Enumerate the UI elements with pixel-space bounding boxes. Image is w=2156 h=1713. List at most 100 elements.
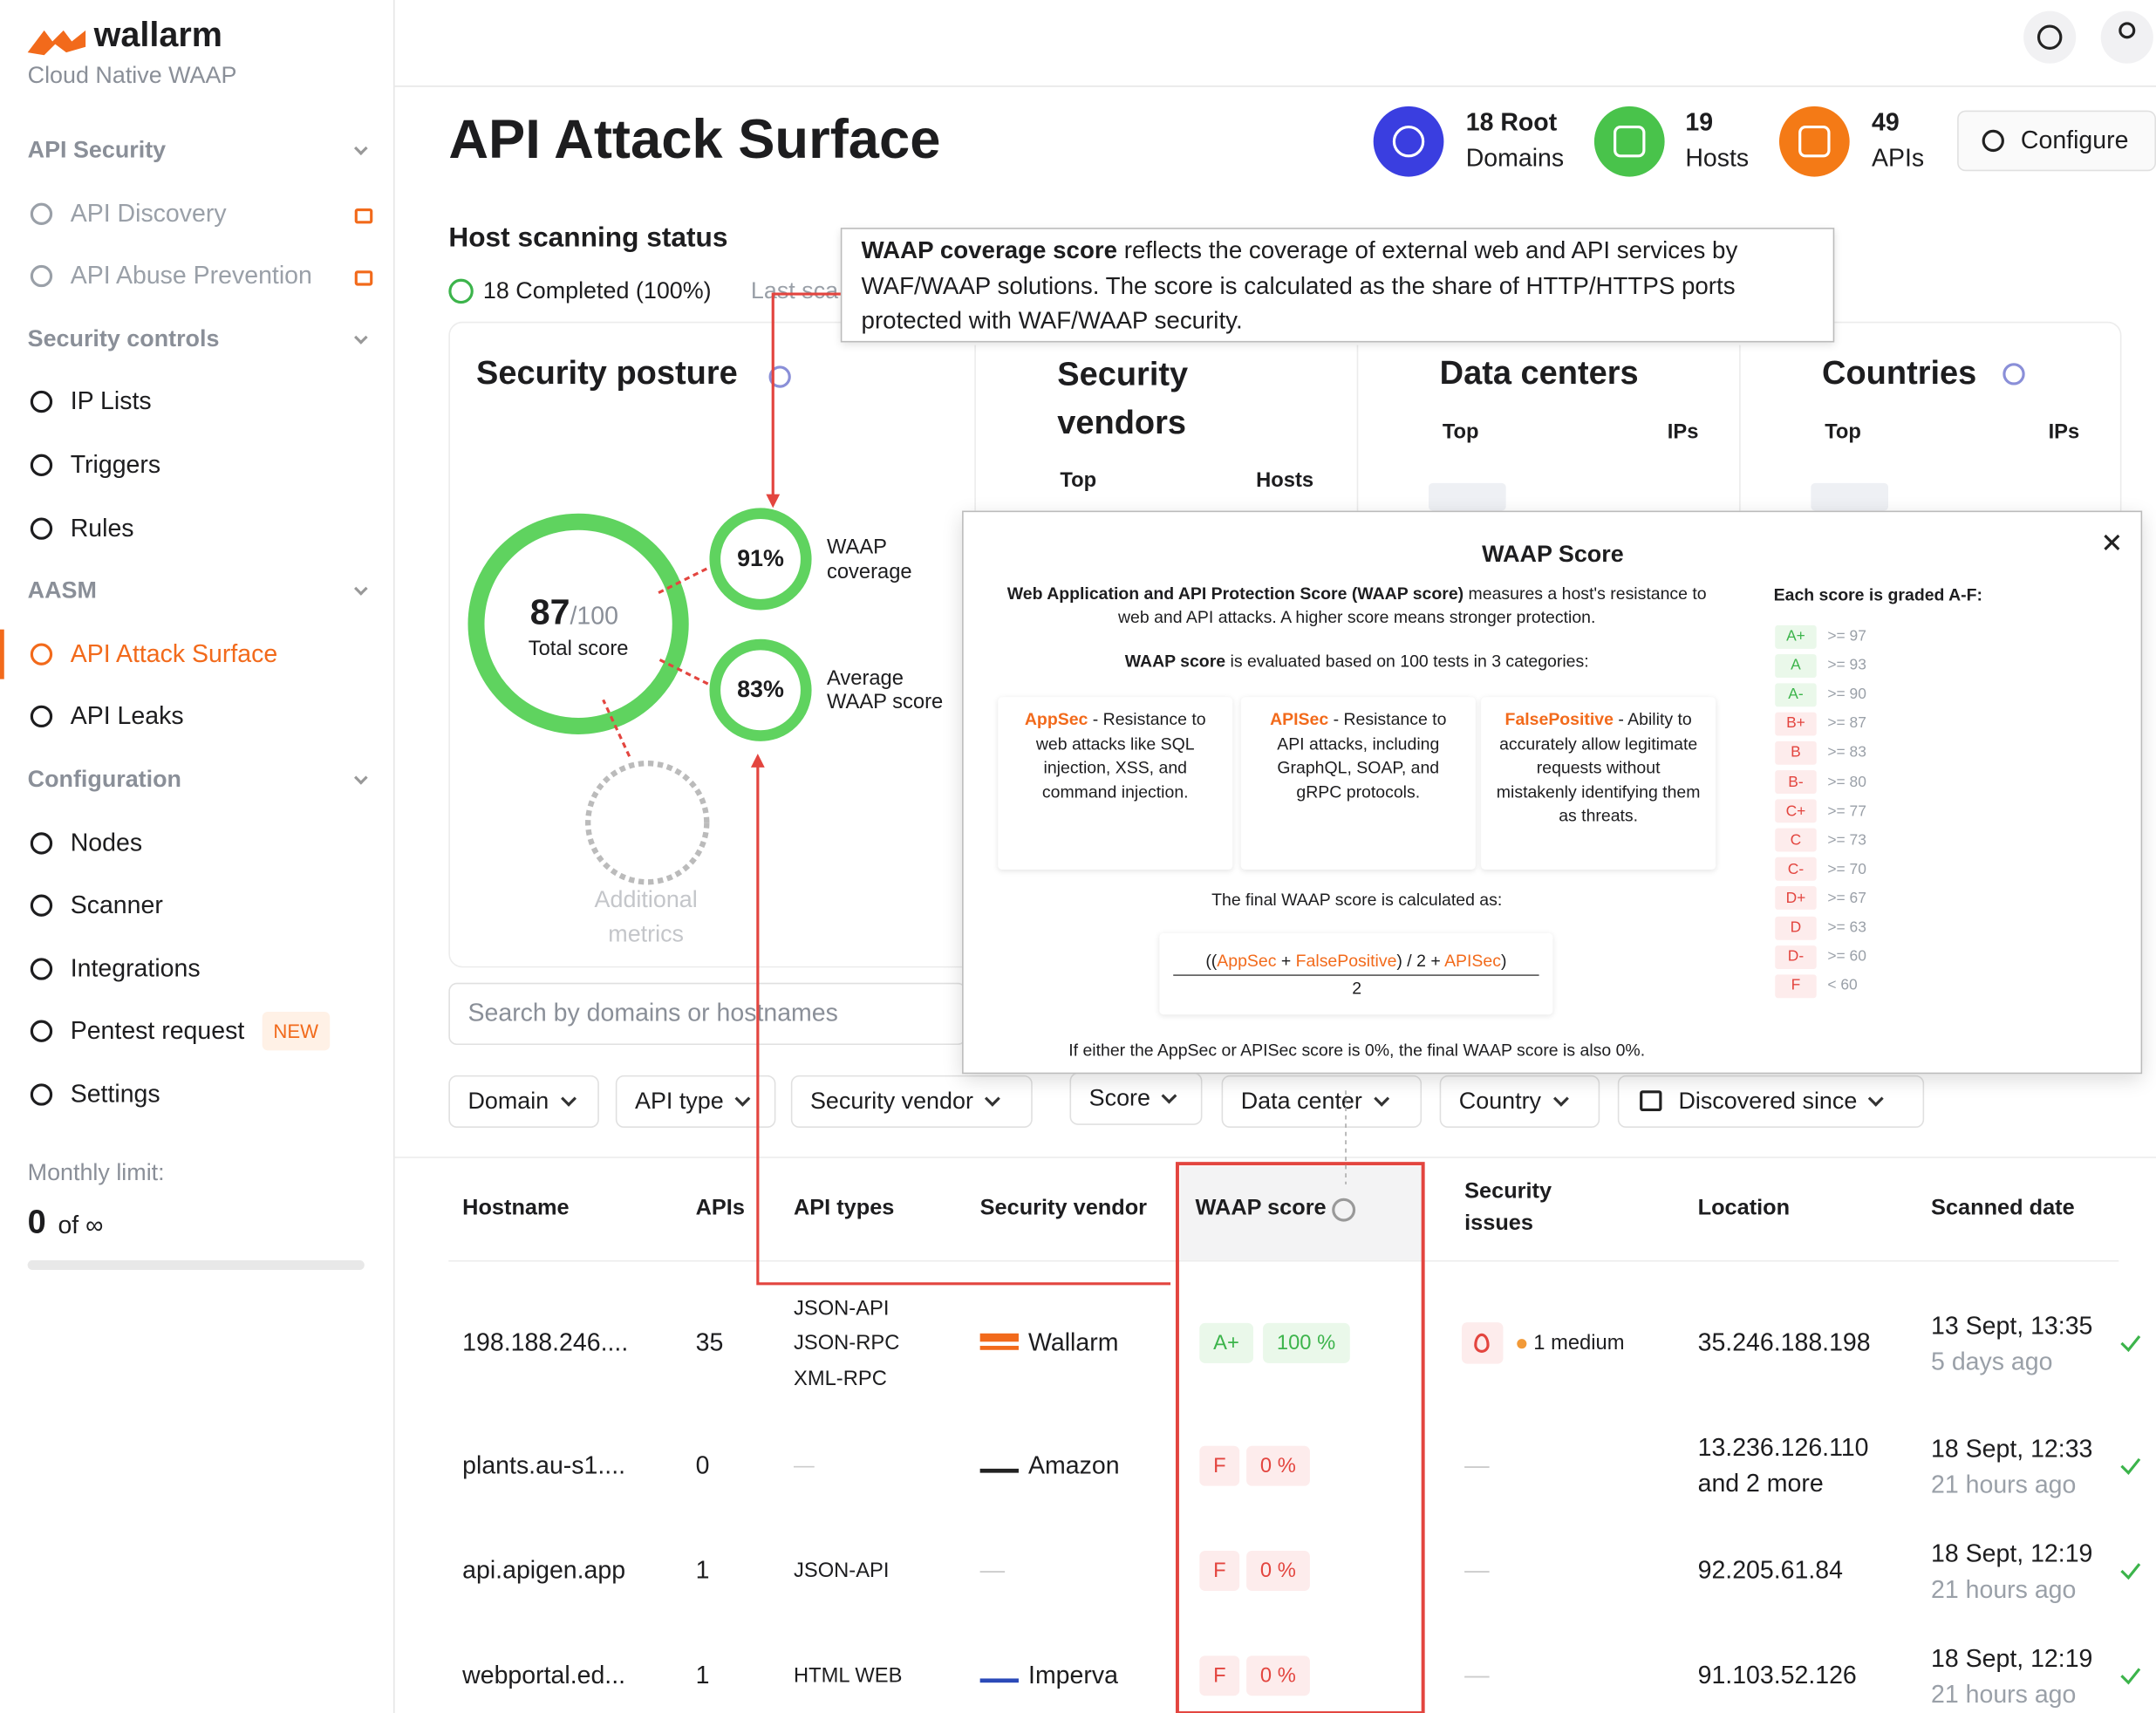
grade-chip — [1775, 828, 1817, 852]
chevron — [1868, 1090, 1885, 1107]
text-span: reflects the coverage of external web an… — [861, 235, 1738, 334]
nav-icon — [30, 1020, 53, 1043]
scanned-date: 18 Sept, 12:19 — [1931, 1539, 2093, 1568]
chevron — [1162, 1088, 1178, 1104]
api-type: JSON-API — [793, 1296, 890, 1320]
stat-icon-glyph — [1614, 126, 1646, 158]
hostname: api.apigen.app — [462, 1556, 626, 1585]
nav-item[interactable]: API Attack Surface — [70, 639, 278, 667]
total-label: Total score — [528, 637, 629, 661]
nav-item[interactable]: Triggers — [70, 450, 161, 479]
text-span: + — [1276, 951, 1296, 971]
nav-icon — [30, 706, 53, 728]
grade: B+ — [1786, 715, 1805, 733]
scanned-date: 18 Sept, 12:19 — [1931, 1644, 2093, 1673]
nav-section[interactable]: Configuration — [27, 766, 181, 793]
waap-score: 0 % — [1246, 1551, 1310, 1591]
text-span: - Ability to accurately allow legitimate… — [1496, 709, 1701, 826]
filter-button[interactable] — [1617, 1075, 1925, 1128]
card-row-icon — [1428, 482, 1506, 511]
api-count: 0 — [695, 1451, 710, 1479]
nav-icon — [30, 831, 53, 854]
scanned-ago: 21 hours ago — [1931, 1680, 2077, 1709]
stat-value: 49 — [1872, 108, 1900, 136]
text-span: /100 — [570, 602, 618, 630]
tooltip — [840, 228, 1835, 343]
text-span: ) — [1500, 951, 1507, 971]
grade-chip — [1775, 770, 1817, 794]
filter-button[interactable] — [1439, 1075, 1600, 1128]
close-button[interactable] — [2099, 530, 2124, 555]
grade-chip — [1775, 624, 1817, 649]
nav-item[interactable]: Rules — [70, 513, 134, 542]
card-col: Hosts — [1256, 468, 1314, 493]
help-icon — [2037, 24, 2063, 50]
grade: F — [1791, 977, 1801, 994]
grade: A — [1791, 657, 1801, 674]
additional-label: Additional metrics — [594, 886, 698, 947]
text-span: - Resistance to API attacks, including G… — [1277, 709, 1447, 802]
grade: A+ — [1786, 628, 1805, 645]
scanned-ago: 21 hours ago — [1931, 1471, 2077, 1498]
nav-section[interactable]: Security controls — [27, 325, 220, 352]
issues: — — [1464, 1661, 1490, 1689]
nav-item[interactable]: Integrations — [70, 954, 201, 982]
nav-item[interactable]: API Discovery — [70, 199, 227, 227]
stat-icon-glyph — [1392, 126, 1425, 158]
grade-chip — [1775, 653, 1817, 678]
nav-icon — [30, 1083, 53, 1106]
nav-item[interactable]: IP Lists — [70, 387, 152, 416]
grade: D+ — [1785, 890, 1806, 907]
nav-item[interactable]: Settings — [70, 1080, 160, 1109]
waap-score: 100 % — [1263, 1322, 1350, 1363]
filter-button[interactable] — [448, 1075, 599, 1128]
vendor-logo — [979, 1333, 1019, 1350]
text-span: AppSec — [1217, 951, 1277, 971]
chevron — [734, 1090, 751, 1107]
nav-item[interactable]: API Abuse Prevention — [70, 262, 312, 290]
gear-icon — [1982, 129, 2004, 153]
issue-drop — [1474, 1333, 1490, 1353]
nav-item[interactable]: Pentest request — [70, 1017, 245, 1045]
scanning-completed: 18 Completed (100%) — [482, 277, 712, 304]
card-title: Security vendors — [1057, 356, 1189, 442]
grade-threshold: >= 67 — [1827, 890, 1866, 907]
nav-section[interactable]: API Security — [27, 136, 167, 163]
grade-chip — [1775, 712, 1817, 736]
api-count: 1 — [695, 1661, 710, 1689]
monthly-limit-of: of ∞ — [58, 1211, 104, 1239]
modal-footnote: If either the AppSec or APISec score is … — [1068, 1041, 1646, 1061]
text-span: ) / 2 + — [1396, 951, 1445, 971]
column-header: Security vendor — [979, 1197, 1148, 1221]
formula-denominator: 2 — [1352, 979, 1362, 999]
nav-item[interactable]: Scanner — [70, 891, 163, 919]
grade-threshold: < 60 — [1827, 977, 1858, 994]
issues: — — [1464, 1451, 1490, 1479]
column-header: Security issues — [1464, 1180, 1552, 1236]
stat-icon — [1778, 106, 1850, 177]
location: 92.205.61.84 — [1697, 1556, 1843, 1585]
card-title: Data centers — [1439, 354, 1639, 392]
grade-threshold: >= 80 — [1827, 774, 1866, 791]
info-icon — [768, 365, 791, 388]
scanned-date: 18 Sept, 12:33 — [1931, 1435, 2093, 1463]
filter-label: Score — [1089, 1085, 1178, 1113]
nav-item[interactable]: Nodes — [70, 828, 143, 856]
vendor: Imperva — [1028, 1661, 1118, 1689]
text-span: APISec — [1444, 951, 1501, 971]
stat-label: Hosts — [1685, 144, 1750, 173]
grade-threshold: >= 73 — [1827, 831, 1866, 849]
nav-section[interactable]: AASM — [27, 577, 97, 604]
brand-name: wallarm — [93, 16, 222, 55]
nav-item[interactable]: API Leaks — [70, 702, 184, 731]
scanned-date: 13 Sept, 13:35 — [1931, 1312, 2093, 1340]
search-placeholder: Search by domains or hostnames — [467, 999, 838, 1027]
stat-icon-glyph — [1798, 126, 1831, 158]
text-span: APISec — [1270, 709, 1329, 729]
info-icon — [2002, 363, 2025, 386]
column-header[interactable]: WAAP score — [1195, 1197, 1327, 1221]
filter-button[interactable] — [1221, 1075, 1423, 1128]
hostname: plants.au-s1.... — [462, 1451, 626, 1479]
grade-threshold: >= 90 — [1827, 686, 1866, 703]
user-icon — [2118, 22, 2136, 39]
